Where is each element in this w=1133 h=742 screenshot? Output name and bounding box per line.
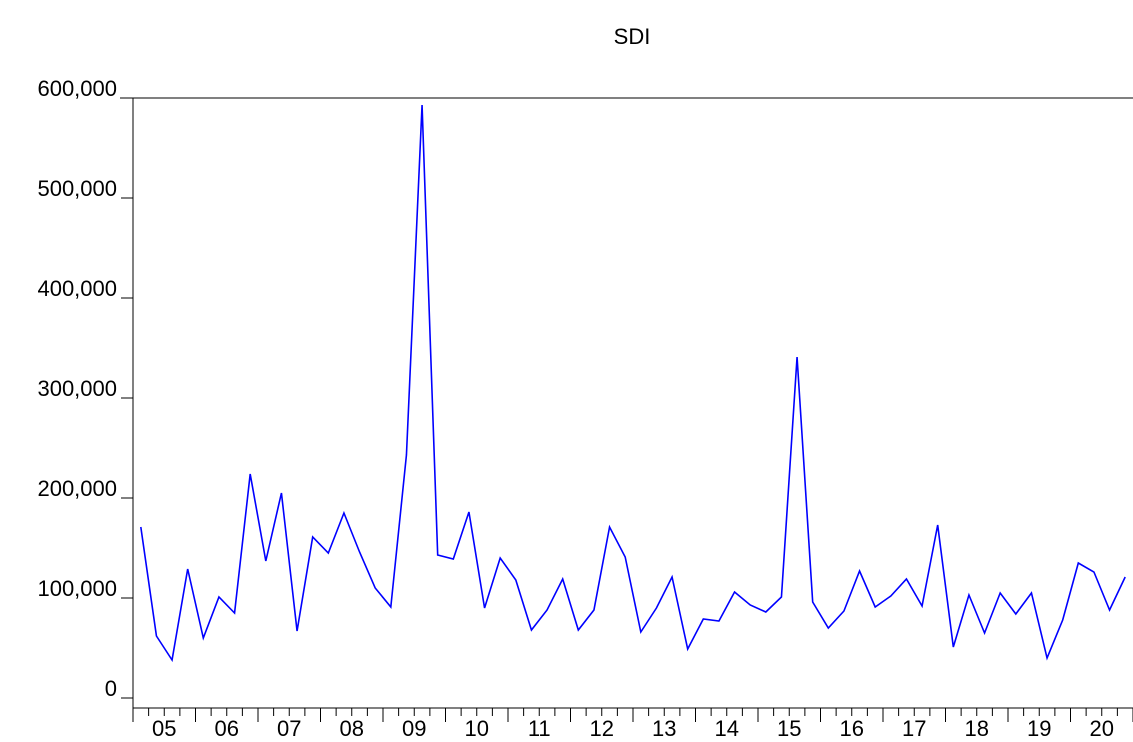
x-tick-label: 15: [777, 716, 801, 741]
x-tick-label: 18: [965, 716, 989, 741]
x-tick-label: 09: [402, 716, 426, 741]
x-tick-label: 11: [528, 716, 551, 741]
x-tick-label: 10: [465, 716, 489, 741]
x-tick-label: 14: [715, 716, 739, 741]
x-tick-label: 06: [215, 716, 239, 741]
x-tick-label: 19: [1027, 716, 1051, 741]
y-tick-label: 200,000: [37, 476, 117, 501]
x-tick-label: 05: [152, 716, 176, 741]
x-tick-label: 07: [277, 716, 301, 741]
x-tick-label: 12: [590, 716, 614, 741]
x-tick-label: 16: [840, 716, 864, 741]
x-tick-label: 17: [902, 716, 926, 741]
y-tick-label: 500,000: [37, 176, 117, 201]
series-line: [140, 104, 1126, 663]
x-tick-label: 08: [340, 716, 364, 741]
y-tick-label: 100,000: [37, 576, 117, 601]
y-tick-label: 0: [105, 676, 117, 701]
x-tick-label: 20: [1090, 716, 1114, 741]
x-tick-label: 13: [652, 716, 676, 741]
y-tick-label: 400,000: [37, 276, 117, 301]
y-tick-label: 600,000: [37, 76, 117, 101]
y-tick-label: 300,000: [37, 376, 117, 401]
chart-title: SDI: [614, 24, 651, 49]
